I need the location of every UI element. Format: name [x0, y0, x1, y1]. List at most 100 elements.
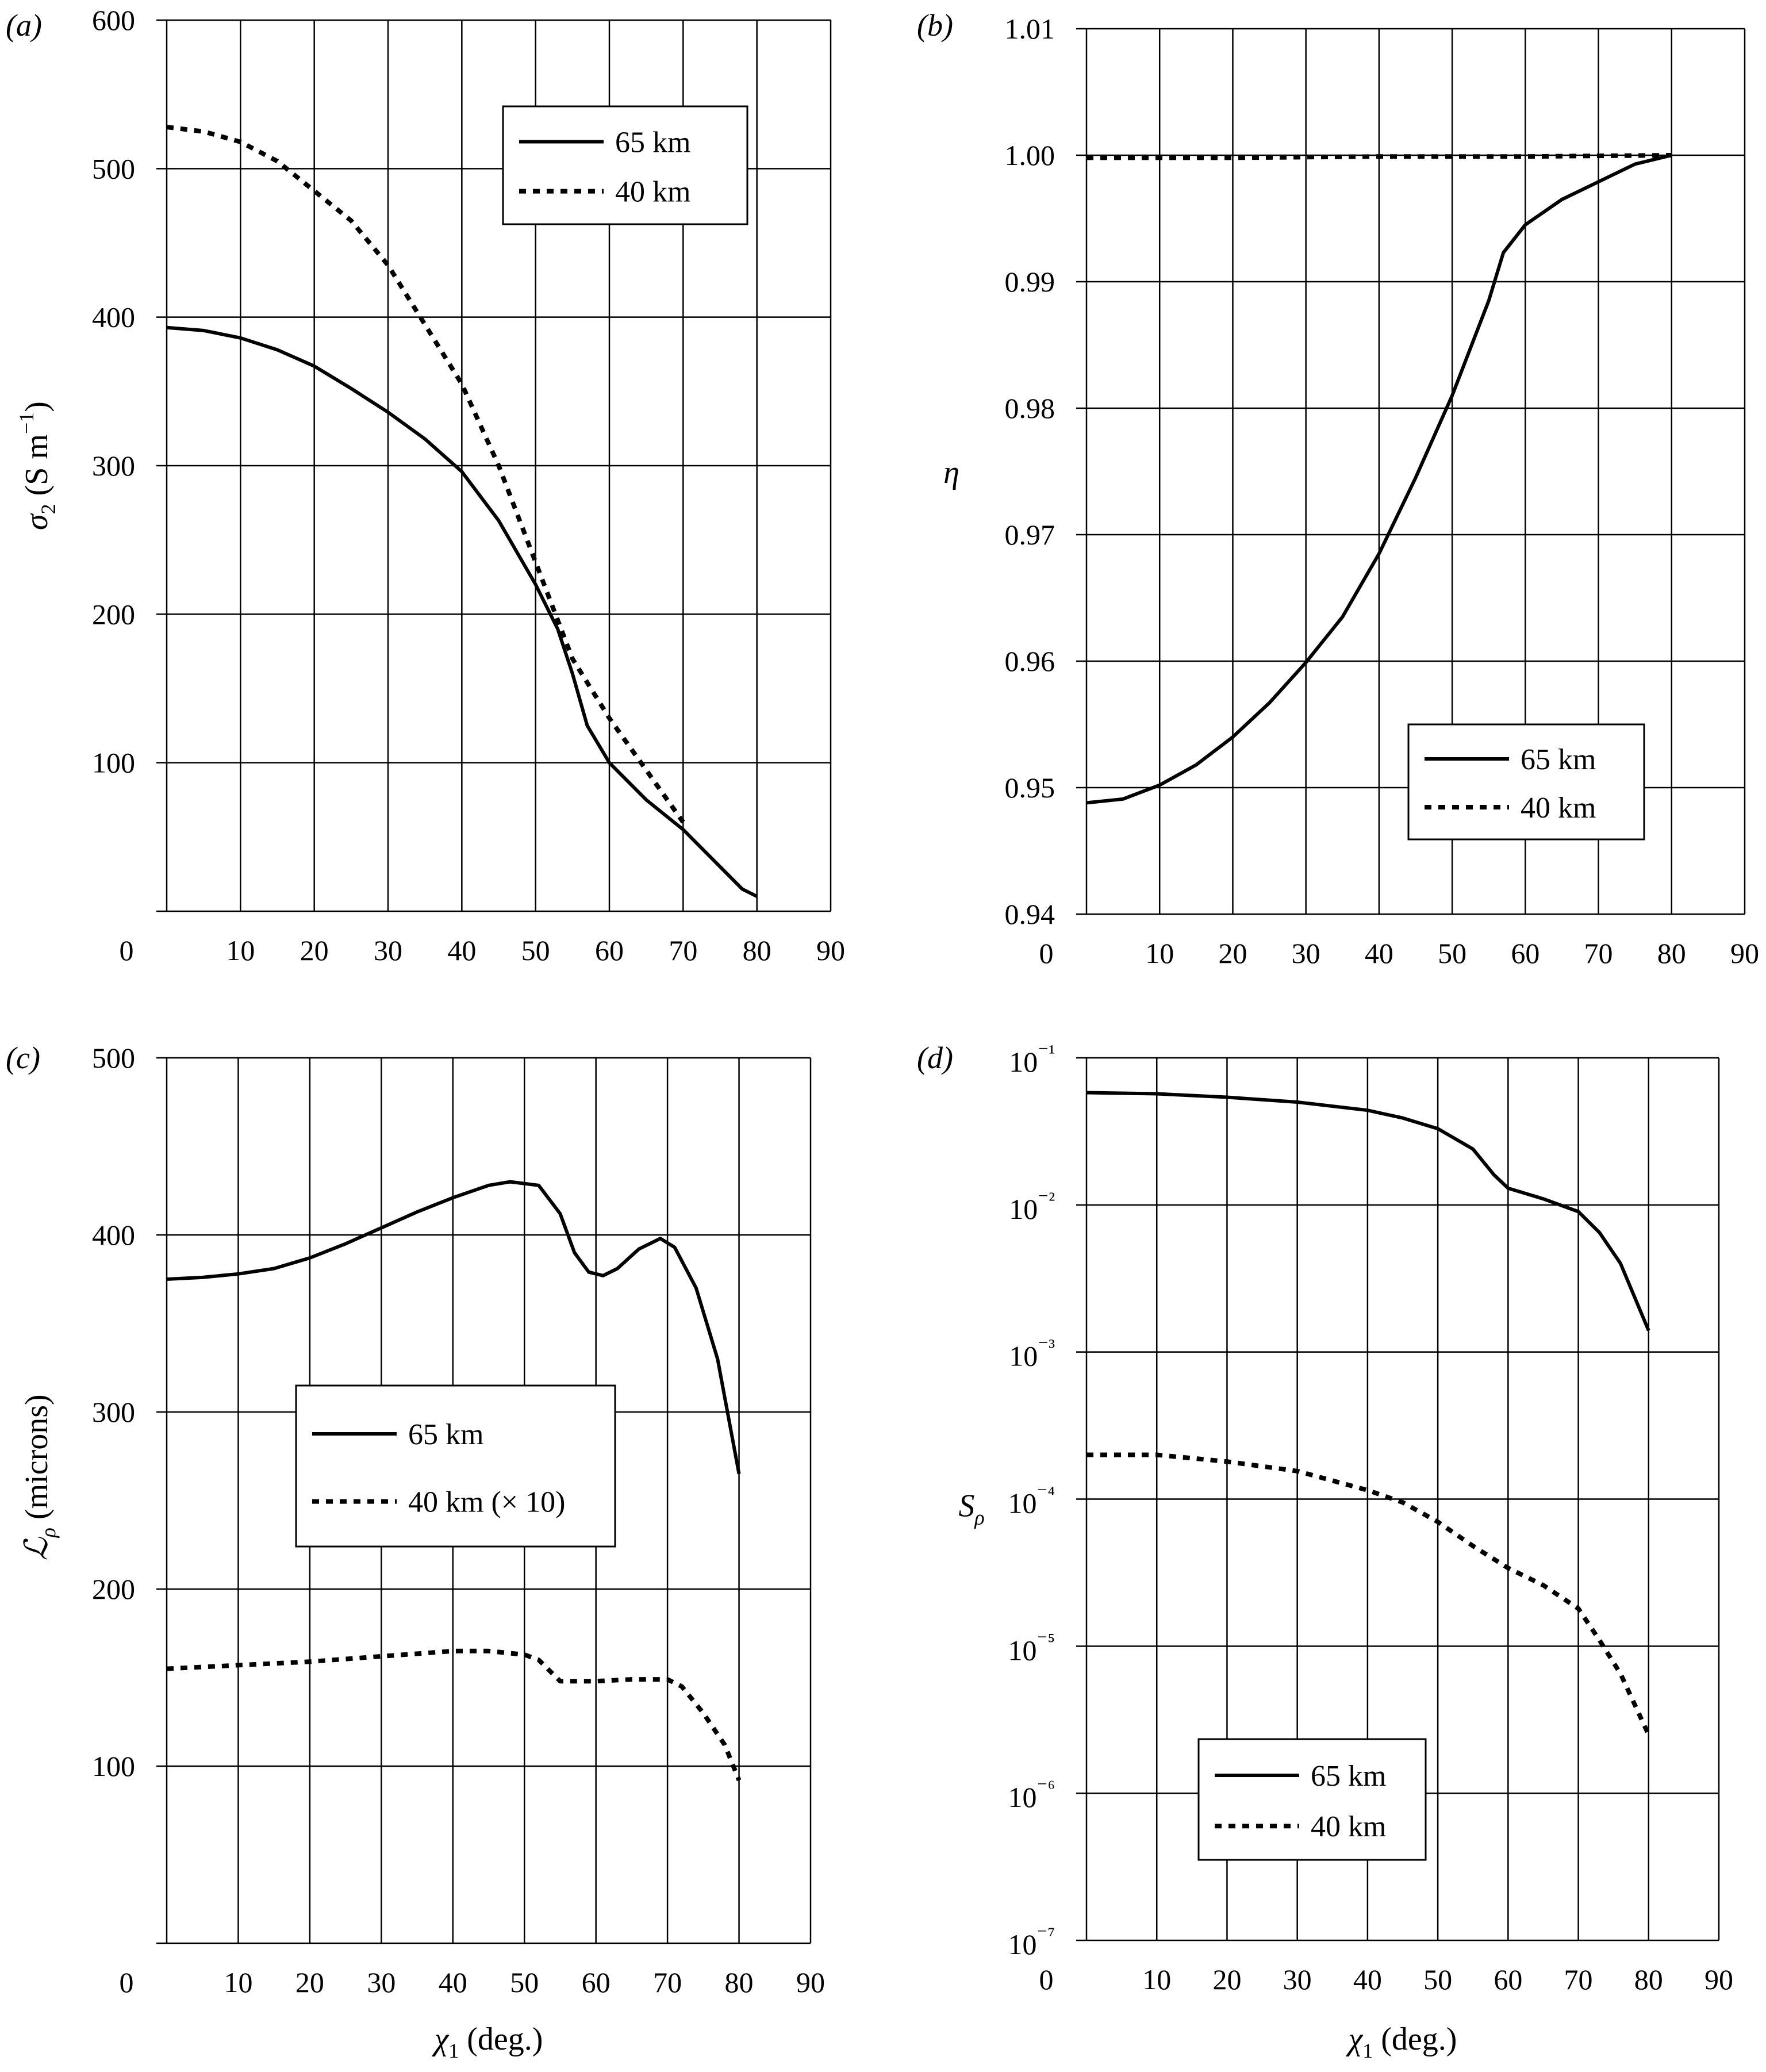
y-tick-label: 10⁻⁶ — [1008, 1776, 1055, 1813]
y-tick-label: 0.96 — [1005, 645, 1055, 677]
legend-label: 65 km — [408, 1418, 483, 1451]
y-tick-label: 10⁻⁷ — [1008, 1923, 1055, 1960]
y-tick-label: 100 — [92, 1750, 135, 1782]
y-tick-label: 10⁻⁴ — [1008, 1482, 1055, 1520]
legend-label: 40 km — [615, 176, 690, 209]
legend-label: 40 km (× 10) — [408, 1486, 565, 1519]
x-tick-label: 70 — [1584, 937, 1613, 969]
series-line-40km — [1087, 1452, 1651, 1736]
y-tick-label: 1.00 — [1005, 139, 1055, 171]
legend-label: 40 km — [1311, 1810, 1386, 1843]
y-axis-label: σ2 (S m−1) — [15, 401, 60, 530]
x-tick-label: 20 — [1212, 1963, 1241, 1996]
panel-label: (d) — [917, 1041, 953, 1075]
x-axis-label: χ1 (deg.) — [432, 2021, 543, 2062]
y-tick-label: 10⁻³ — [1009, 1335, 1055, 1372]
panel-label: (b) — [917, 8, 953, 43]
y-tick-label: 200 — [92, 1573, 135, 1605]
y-tick-label: 0.97 — [1005, 519, 1055, 551]
y-tick-label: 300 — [92, 450, 135, 482]
x-tick-label: 60 — [1511, 937, 1540, 969]
y-tick-label: 400 — [92, 301, 135, 333]
x-tick-label: 60 — [1494, 1963, 1522, 1996]
x-tick-label: 70 — [669, 934, 697, 966]
x-tick-label: 90 — [816, 934, 845, 966]
x-tick-label: 0 — [120, 934, 134, 966]
y-tick-label: 1.01 — [1005, 13, 1055, 45]
x-axis-label: χ1 (deg.) — [1346, 2021, 1457, 2062]
x-tick-label: 0 — [1039, 937, 1054, 969]
x-tick-label: 70 — [653, 1966, 682, 1998]
x-tick-label: 90 — [796, 1966, 825, 1998]
y-tick-label: 300 — [92, 1396, 135, 1428]
panel-a: 0 10 20 30 40 50 60 70 80 90 100 200 300 400 500 600 65 … — [6, 4, 845, 966]
y-tick-label: 0.98 — [1005, 392, 1055, 424]
x-tick-label: 80 — [743, 934, 771, 966]
y-tick-label: 500 — [92, 1042, 135, 1074]
x-tick-label: 50 — [521, 934, 550, 966]
x-tick-label: 30 — [367, 1966, 396, 1998]
legend-label: 65 km — [1311, 1760, 1386, 1793]
panel-c: 0 10 20 30 40 50 60 70 80 90 100 200 300 400 500 65 km 4… — [6, 1041, 825, 2062]
legend-label: 40 km — [1521, 792, 1596, 824]
legend-label: 65 km — [615, 126, 690, 159]
legend-label: 65 km — [1521, 743, 1596, 776]
panel-d: 0 10 20 30 40 50 60 70 80 90 10⁻⁷ 10⁻⁶ 10⁻⁵ 10⁻⁴ 10⁻³ 1… — [917, 1041, 1733, 2062]
y-tick-label: 10⁻² — [1009, 1188, 1055, 1225]
x-tick-label: 60 — [595, 934, 624, 966]
x-tick-label: 20 — [300, 934, 329, 966]
panel-label: (c) — [6, 1041, 40, 1075]
y-axis-label: η — [943, 455, 959, 490]
y-tick-label: 500 — [92, 152, 135, 185]
x-tick-label: 10 — [224, 1966, 252, 1998]
y-tick-label: 100 — [92, 747, 135, 779]
x-tick-label: 90 — [1730, 937, 1759, 969]
y-axis-label: ℒρ (microns) — [19, 1394, 60, 1560]
series-line-65km — [166, 1180, 741, 1475]
x-tick-label: 40 — [447, 934, 476, 966]
x-tick-label: 30 — [1292, 937, 1320, 969]
x-tick-label: 10 — [226, 934, 255, 966]
y-tick-label: 0.94 — [1005, 898, 1055, 930]
x-tick-label: 0 — [1039, 1963, 1054, 1996]
x-tick-label: 20 — [295, 1966, 324, 1998]
x-tick-label: 80 — [725, 1966, 754, 1998]
series-line-65km — [1086, 154, 1672, 805]
x-tick-label: 0 — [120, 1966, 134, 1998]
x-tick-label: 30 — [1283, 1963, 1312, 1996]
legend: 65 km 40 km — [1197, 1738, 1427, 1861]
legend: 65 km 40 km — [502, 105, 748, 225]
x-tick-label: 80 — [1634, 1963, 1663, 1996]
x-tick-label: 40 — [439, 1966, 467, 1998]
series-line-40km — [166, 1648, 742, 1782]
x-tick-label: 40 — [1353, 1963, 1382, 1996]
x-tick-label: 50 — [1423, 1963, 1452, 1996]
series-line-40km — [1087, 153, 1672, 160]
y-tick-label: 10⁻⁵ — [1008, 1629, 1055, 1666]
legend: 65 km 40 km — [1407, 723, 1645, 841]
panel-b: 0 10 20 30 40 50 60 70 80 90 0.94 0.95 0.96 0.97 0.98 0… — [917, 8, 1759, 969]
x-tick-label: 10 — [1142, 1963, 1171, 1996]
x-tick-label: 30 — [374, 934, 402, 966]
panel-label: (a) — [6, 8, 42, 43]
legend: 65 km 40 km (× 10) — [295, 1384, 616, 1548]
x-tick-label: 10 — [1145, 937, 1174, 969]
x-tick-label: 60 — [582, 1966, 611, 1998]
x-tick-label: 40 — [1365, 937, 1393, 969]
legend-box — [295, 1384, 616, 1548]
series-line-65km — [1086, 1091, 1650, 1332]
legend-box — [1407, 723, 1645, 841]
x-tick-label: 50 — [510, 1966, 539, 1998]
x-tick-label: 70 — [1564, 1963, 1593, 1996]
y-tick-label: 0.99 — [1005, 266, 1055, 298]
y-tick-label: 200 — [92, 598, 135, 630]
y-tick-label: 600 — [92, 4, 135, 36]
y-tick-label: 0.95 — [1005, 772, 1055, 804]
x-tick-label: 20 — [1218, 937, 1247, 969]
y-axis-label: Sρ — [958, 1488, 984, 1529]
x-tick-label: 50 — [1438, 937, 1466, 969]
series-line-65km — [166, 325, 758, 898]
legend-box — [502, 105, 748, 225]
x-tick-label: 80 — [1657, 937, 1686, 969]
